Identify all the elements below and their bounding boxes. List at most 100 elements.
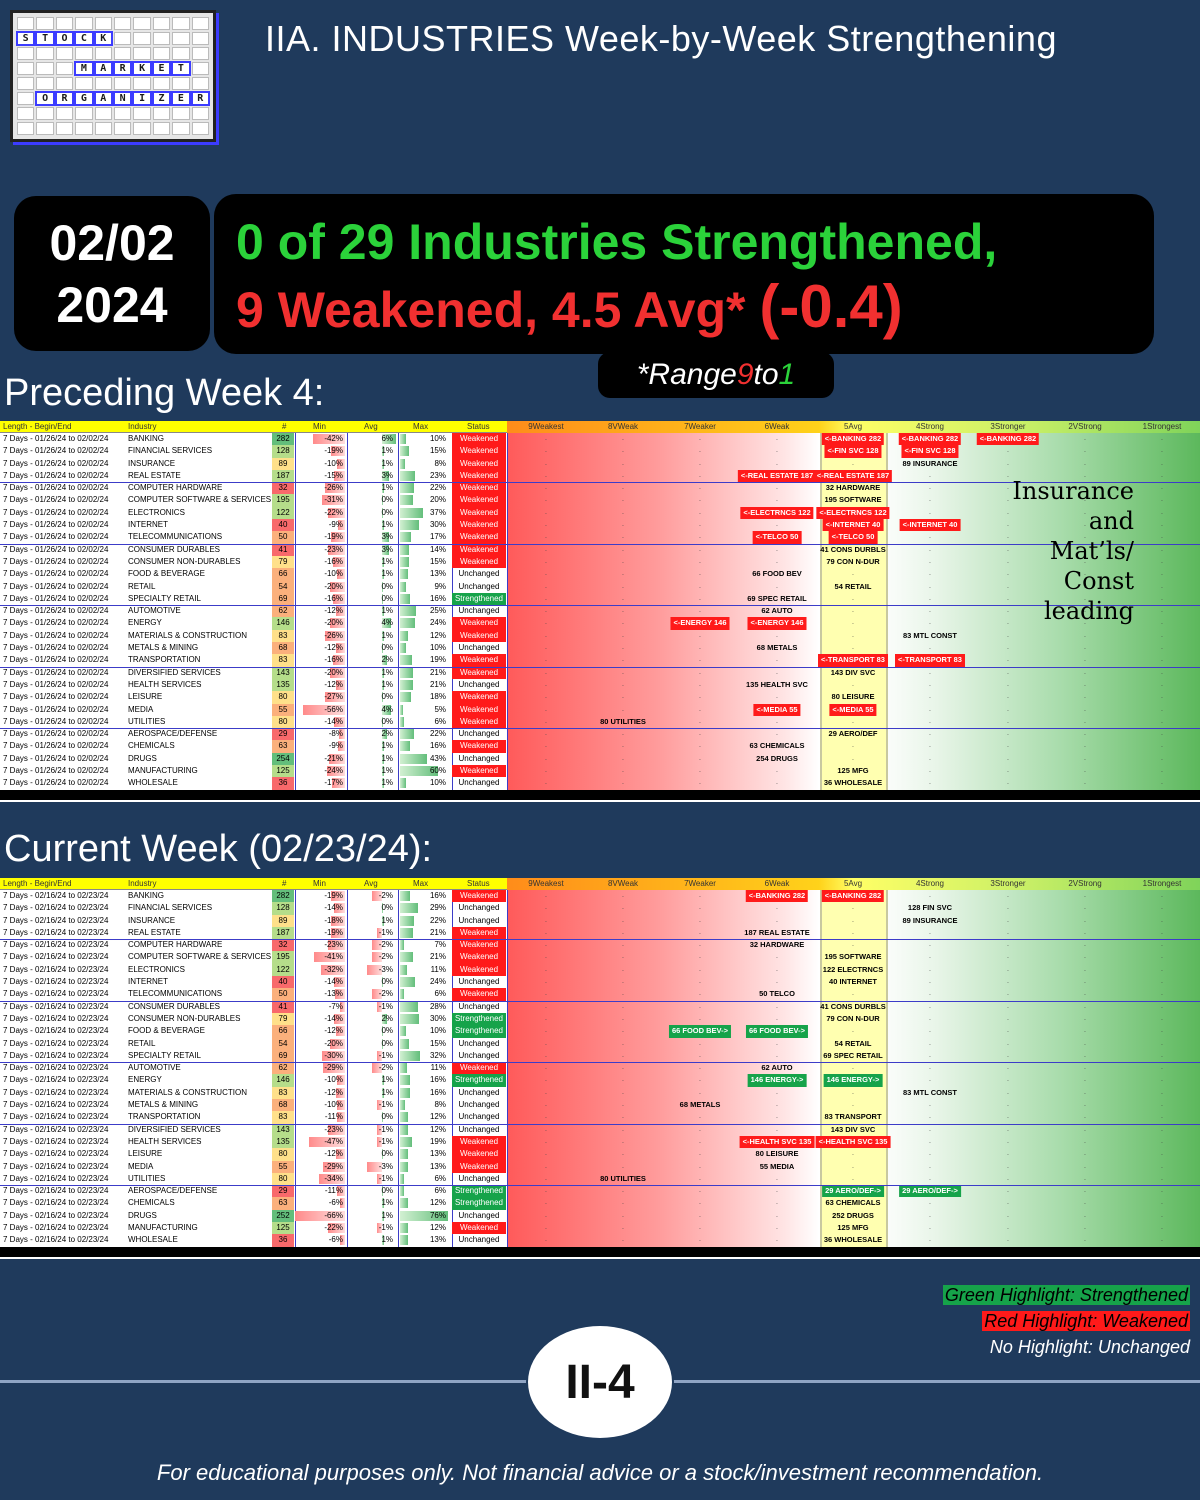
logo-cell (75, 17, 93, 30)
row-count: 62 (272, 1062, 294, 1075)
row-avg: 6% (381, 434, 393, 443)
row-count: 122 (272, 506, 294, 520)
row-period: 7 Days - 02/16/24 to 02/23/24 (3, 891, 109, 900)
logo-cell (113, 17, 132, 30)
table-row: 7 Days - 02/16/24 to 02/23/24 CHEMICALS 63… (0, 1197, 1200, 1210)
row-count: 187 (272, 926, 294, 940)
logo-cell (133, 32, 151, 45)
logo-cell (36, 17, 54, 30)
logo-cell (36, 62, 54, 75)
scale-dot: . (699, 484, 701, 492)
max-bar (400, 593, 411, 604)
scale-dot: . (1161, 1051, 1163, 1059)
row-max: 6% (434, 1173, 446, 1183)
scale-dot: . (699, 965, 701, 973)
scale-dot: . (1007, 557, 1009, 565)
scale-dot: . (622, 656, 624, 664)
scale-dot: . (545, 1125, 547, 1133)
row-min: -27% (324, 692, 343, 702)
scale-dot: . (929, 941, 931, 949)
max-bar (400, 606, 416, 617)
table-row: 7 Days - 02/16/24 to 02/23/24 ENERGY 146 -1… (0, 1074, 1200, 1087)
row-status: Unchanged (458, 581, 500, 591)
row-count: 36 (272, 1234, 294, 1247)
scale-dot: . (1161, 1027, 1163, 1035)
scale-dot: . (1007, 1137, 1009, 1145)
row-industry: TRANSPORTATION (128, 1112, 201, 1122)
logo-cell (17, 107, 35, 120)
table-row: 7 Days - 01/26/24 to 02/02/24 DIVERSIFIED… (0, 666, 1200, 679)
row-min: -7% (328, 1001, 343, 1011)
scale-dot: . (1007, 1002, 1009, 1010)
scale-dot: . (622, 607, 624, 615)
industry-position-label: 41 CONS DURBLS (820, 544, 886, 554)
scale-dot: . (1084, 1051, 1086, 1059)
row-min: -22% (324, 507, 343, 517)
logo-cell (94, 77, 112, 90)
scale-dot: . (545, 1187, 547, 1195)
scale-dot: . (776, 953, 778, 961)
col-header-scale: 6Weak (764, 422, 790, 431)
scale-dot: . (699, 1002, 701, 1010)
row-min: -26% (324, 630, 343, 640)
row-min: -30% (324, 1050, 343, 1060)
row-avg: 1% (381, 458, 393, 468)
logo-cell (152, 32, 171, 45)
row-count: 80 (272, 715, 294, 729)
industry-position-label: 68 METALS (756, 643, 798, 653)
max-bar (400, 989, 404, 1000)
scale-dot: . (1161, 1088, 1163, 1096)
row-count: 128 (272, 902, 294, 915)
scale-dot: . (1007, 1224, 1009, 1232)
scale-dot: . (699, 742, 701, 750)
scale-dot: . (1084, 941, 1086, 949)
row-period: 7 Days - 02/16/24 to 02/23/24 (3, 989, 109, 999)
avg-bar (372, 952, 382, 963)
scale-dot: . (929, 1224, 931, 1232)
row-count: 252 (272, 1209, 294, 1223)
row-max: 7% (434, 940, 446, 950)
scale-dot: . (622, 471, 624, 479)
scale-dot: . (1084, 779, 1086, 787)
min-bar (340, 1235, 345, 1246)
row-min: -29% (324, 1161, 343, 1171)
avg-bar (382, 692, 383, 703)
logo-cell (113, 47, 132, 60)
row-min: -10% (324, 1075, 343, 1085)
scale-dot: . (1161, 1125, 1163, 1133)
group-divider (0, 543, 1200, 545)
max-bar (400, 915, 414, 926)
row-max: 20% (429, 495, 446, 505)
row-period: 7 Days - 01/26/24 to 02/02/24 (3, 667, 109, 677)
logo-letter: C (74, 31, 94, 46)
scale-dot: . (545, 644, 547, 652)
scale-dot: . (1161, 705, 1163, 713)
scale-dot: . (699, 594, 701, 602)
row-count: 66 (272, 1025, 294, 1038)
row-avg: 0% (381, 1186, 393, 1196)
min-bar (330, 446, 345, 457)
max-bar (400, 643, 407, 654)
scale-dot: . (1007, 1113, 1009, 1121)
min-bar (337, 458, 345, 469)
row-avg: 0% (381, 581, 393, 591)
row-industry: SPECIALTY RETAIL (128, 593, 201, 603)
table-row: 7 Days - 02/16/24 to 02/23/24 HEALTH SERV… (0, 1135, 1200, 1149)
col-header-max: Max (413, 879, 429, 888)
table-row: 7 Days - 01/26/24 to 02/02/24 REAL ESTATE… (0, 469, 1200, 483)
scale-dot: . (699, 916, 701, 924)
row-industry: AEROSPACE/DEFENSE (128, 1186, 218, 1196)
row-status: Weakened (452, 890, 506, 903)
scale-dot: . (1084, 978, 1086, 986)
row-period: 7 Days - 02/16/24 to 02/23/24 (3, 1013, 109, 1023)
scale-dot: . (852, 941, 854, 949)
scale-dot: . (699, 1224, 701, 1232)
scale-dot: . (1084, 904, 1086, 912)
scale-dot: . (852, 990, 854, 998)
scale-dot: . (1084, 668, 1086, 676)
scale-dot: . (929, 557, 931, 565)
industry-position-label: 122 ELECTRNCS (822, 964, 884, 974)
col-header-scale: 5Avg (843, 422, 863, 431)
table-row: 7 Days - 02/16/24 to 02/23/24 MANUFACTURI… (0, 1222, 1200, 1235)
min-bar (323, 1063, 345, 1074)
